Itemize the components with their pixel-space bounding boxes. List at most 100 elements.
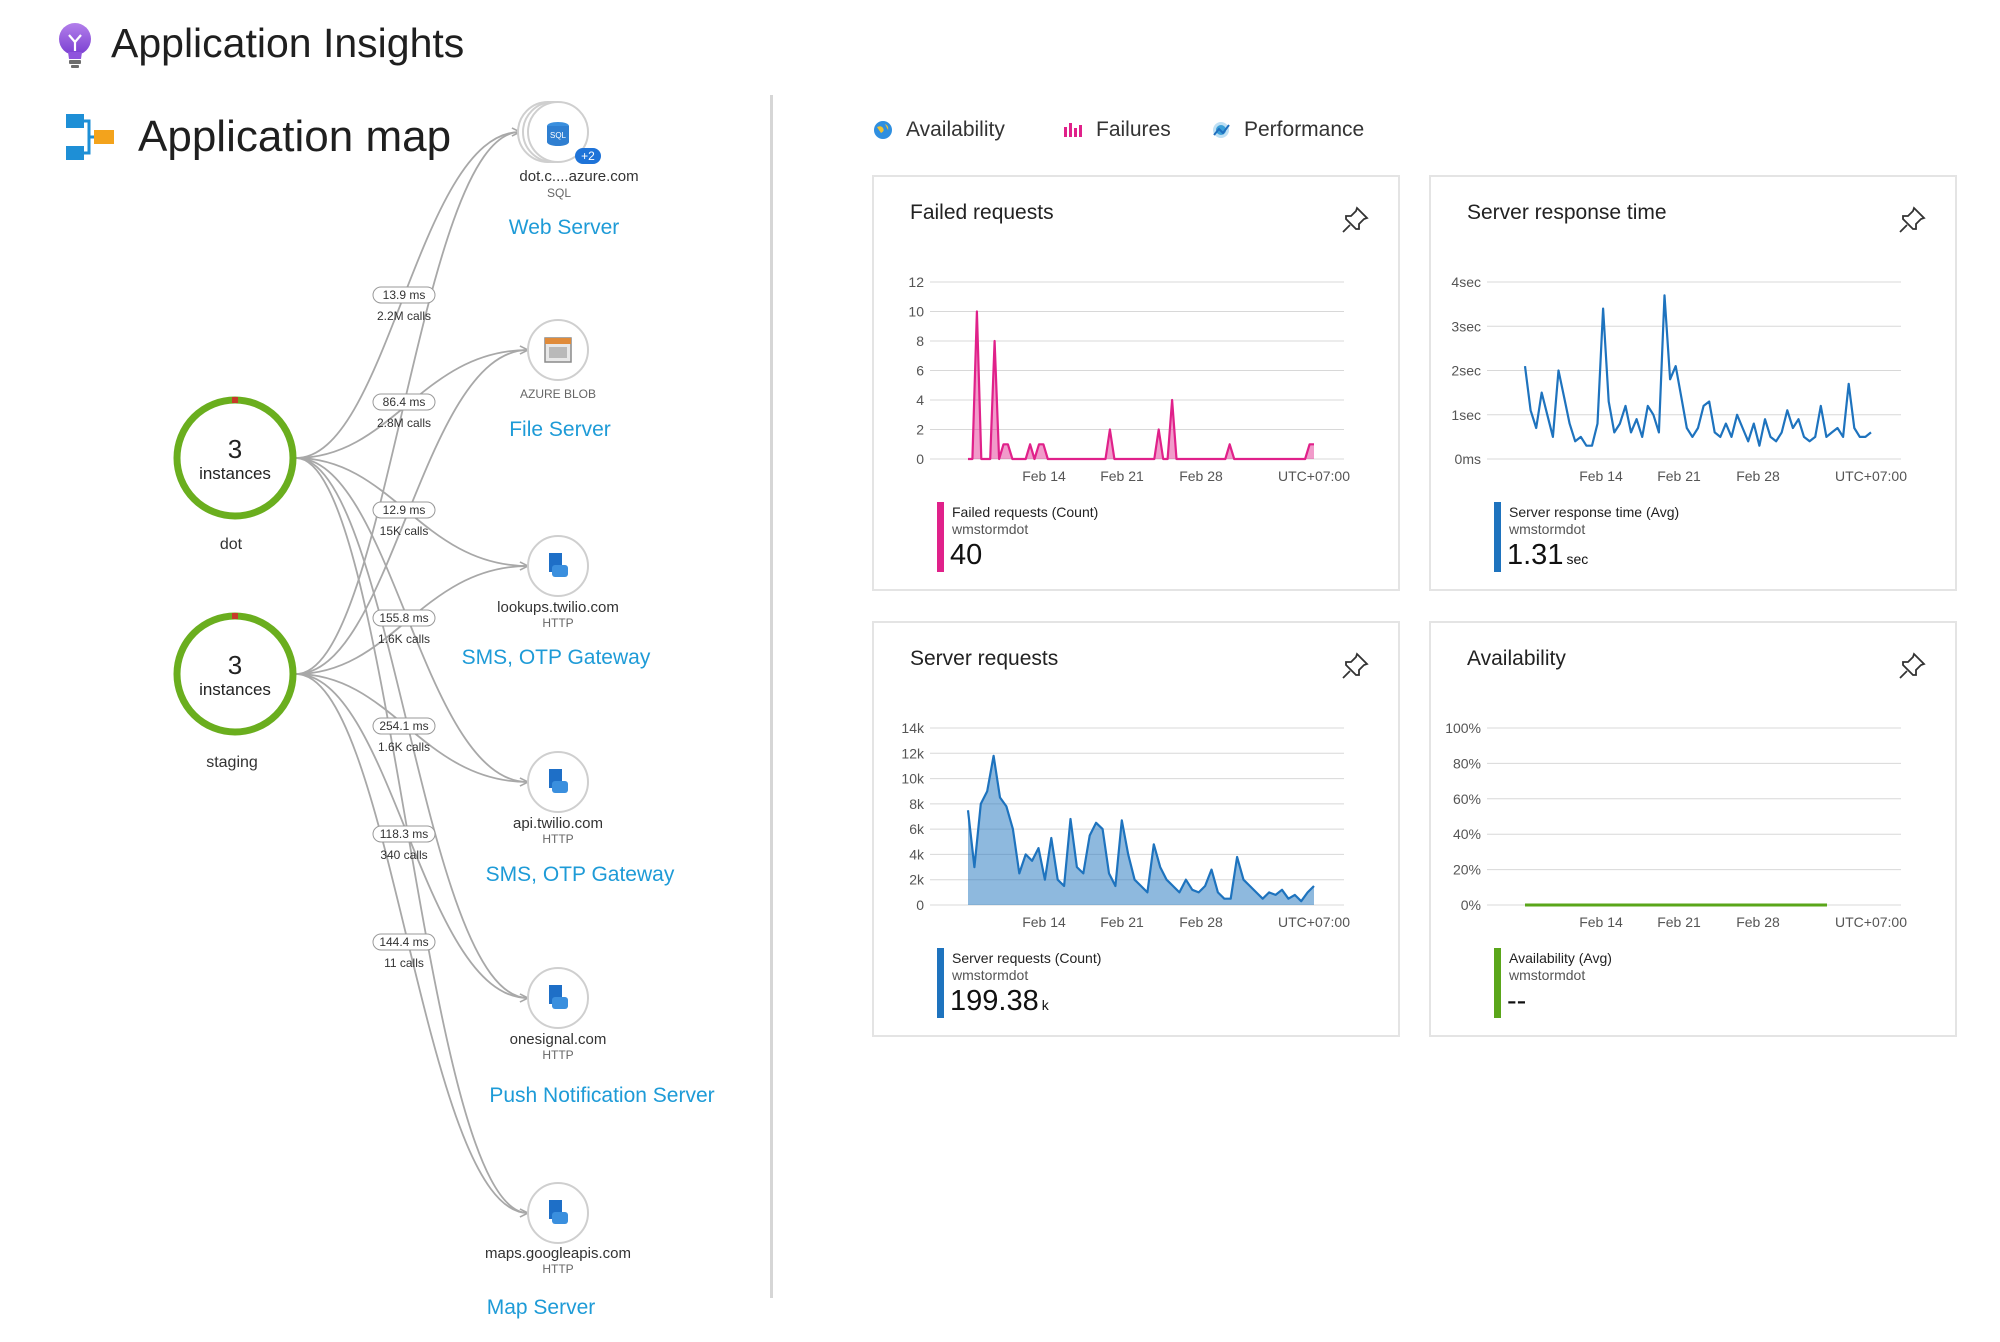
node-type: HTTP bbox=[542, 616, 573, 630]
instance-count: 3 bbox=[228, 650, 242, 680]
edge-call-count: 11 calls bbox=[384, 956, 424, 970]
edge-call-count: 1.6K calls bbox=[378, 740, 430, 754]
edge-call-count: 1.6K calls bbox=[378, 632, 430, 646]
x-tick-label: Feb 21 bbox=[1100, 914, 1144, 930]
legend-value: -- bbox=[1507, 985, 1529, 1018]
node-title-link[interactable]: SMS, OTP Gateway bbox=[462, 646, 651, 669]
legend-resource: wmstormdot bbox=[1509, 521, 1586, 537]
app-insights-logo-icon bbox=[59, 23, 91, 68]
server-response-time-chart[interactable]: 0ms 1sec 2sec 3sec 4sec Feb 14 Feb 21 Feb 28 UTC… bbox=[1431, 177, 1959, 593]
legend-resource: wmstormdot bbox=[952, 967, 1029, 983]
card-title: Server response time bbox=[1467, 201, 1667, 224]
edge-label-pill bbox=[372, 609, 436, 627]
x-tick-label: Feb 21 bbox=[1657, 914, 1701, 930]
node-title-link[interactable]: Map Server bbox=[487, 1296, 596, 1319]
dependency-node-lookups-twilio[interactable]: lookups.twilio.com HTTP SMS, OTP Gateway bbox=[462, 535, 651, 669]
tab-label: Availability bbox=[906, 118, 1005, 141]
server-response-time-card[interactable]: Server response time 0ms 1sec 2sec 3sec 4sec… bbox=[1429, 175, 1957, 591]
tab-performance[interactable]: Performance bbox=[1210, 118, 1364, 142]
node-host: api.twilio.com bbox=[513, 815, 603, 832]
node-type: HTTP bbox=[542, 832, 573, 846]
edge-label[interactable]: 118.3 ms 340 calls bbox=[372, 825, 436, 862]
x-tick-label: Feb 14 bbox=[1579, 468, 1623, 484]
server-requests-chart[interactable]: 0 2k 4k 6k 8k 10k 12k 14k Feb 14 Feb 21 Feb 28 UTC+… bbox=[874, 623, 1402, 1039]
y-tick-label: 0 bbox=[916, 451, 924, 467]
edge-label[interactable]: 86.4 ms 2.8M calls bbox=[372, 393, 436, 430]
http-dependency-icon bbox=[549, 985, 568, 1009]
legend-value-unit: k bbox=[1041, 997, 1049, 1013]
legend-metric-name: Server response time (Avg) bbox=[1509, 504, 1680, 520]
series-area bbox=[968, 311, 1314, 459]
instance-health-marker bbox=[232, 613, 238, 619]
failed-requests-card[interactable]: Failed requests 0 2 4 6 8 10 12 Feb 14 Feb 21 Feb… bbox=[872, 175, 1400, 591]
legend-resource: wmstormdot bbox=[1509, 967, 1586, 983]
http-dependency-icon bbox=[549, 769, 568, 793]
dependency-node-onesignal[interactable]: onesignal.com HTTP Push Notification Ser… bbox=[489, 967, 715, 1107]
panel-divider bbox=[770, 95, 773, 1298]
more-badge bbox=[575, 148, 601, 164]
node-type: HTTP bbox=[542, 1262, 573, 1276]
tab-failures[interactable]: Failures bbox=[1062, 118, 1171, 142]
performance-icon bbox=[1213, 122, 1230, 138]
legend-metric-name: Server requests (Count) bbox=[952, 950, 1102, 966]
legend-color-bar bbox=[1494, 502, 1501, 572]
application-map-icon bbox=[66, 114, 114, 160]
dependency-node-web-server[interactable]: SQL +2 dot.c....azure.com SQL Web Server bbox=[509, 101, 639, 239]
instance-group-staging[interactable]: 3 instances staging bbox=[173, 612, 297, 771]
y-tick-label: 6 bbox=[916, 363, 924, 379]
node-host: AZURE BLOB bbox=[520, 387, 596, 401]
legend-value-number: 1.31 bbox=[1507, 539, 1564, 571]
sql-database-icon: SQL bbox=[547, 122, 569, 146]
tab-availability[interactable]: Availability bbox=[872, 118, 1005, 142]
edge-call-count: 2.8M calls bbox=[377, 416, 431, 430]
node-title-link[interactable]: Web Server bbox=[509, 216, 620, 239]
tab-label: Failures bbox=[1096, 118, 1171, 141]
edge-call-count: 340 calls bbox=[380, 848, 427, 862]
availability-card[interactable]: Availability 0% 20% 40% 60% 80% 100% Feb 14 Feb… bbox=[1429, 621, 1957, 1037]
dependency-node-file-server[interactable]: AZURE BLOB File Server bbox=[509, 319, 611, 441]
pin-icon[interactable] bbox=[1340, 651, 1370, 681]
failed-requests-chart[interactable]: 0 2 4 6 8 10 12 Feb 14 Feb 21 Feb 28 UTC+07:00 bbox=[874, 177, 1402, 593]
x-tick-label: UTC+07:00 bbox=[1835, 914, 1907, 930]
instance-group-dot[interactable]: 3 instances dot bbox=[173, 396, 297, 553]
edge-label[interactable]: 12.9 ms 15K calls bbox=[372, 501, 436, 538]
legend-value: 199.38 k bbox=[950, 985, 1049, 1018]
x-tick-label: Feb 21 bbox=[1100, 468, 1144, 484]
pin-icon[interactable] bbox=[1897, 651, 1927, 681]
availability-chart[interactable]: 0% 20% 40% 60% 80% 100% Feb 14 Feb 21 Feb 28 UTC+… bbox=[1431, 623, 1959, 1039]
edge-label-pill bbox=[372, 933, 436, 951]
x-tick-label: Feb 14 bbox=[1022, 914, 1066, 930]
edge-label[interactable]: 13.9 ms 2.2M calls bbox=[372, 286, 436, 323]
x-tick-label: Feb 14 bbox=[1579, 914, 1623, 930]
edge-label[interactable]: 155.8 ms 1.6K calls bbox=[372, 609, 436, 646]
edge-label[interactable]: 144.4 ms 11 calls bbox=[372, 933, 436, 970]
edge-label[interactable]: 254.1 ms 1.6K calls bbox=[372, 717, 436, 754]
y-tick-label: 8 bbox=[916, 333, 924, 349]
legend-color-bar bbox=[1494, 948, 1501, 1018]
node-type: HTTP bbox=[542, 1048, 573, 1062]
dependency-node-maps-googleapis[interactable]: maps.googleapis.com HTTP Map Server bbox=[485, 1182, 631, 1319]
x-tick-label: UTC+07:00 bbox=[1835, 468, 1907, 484]
y-tick-label: 12k bbox=[901, 745, 925, 761]
node-title-link[interactable]: File Server bbox=[509, 418, 611, 441]
edge-latency: 254.1 ms bbox=[379, 719, 428, 733]
legend-value: 40 bbox=[950, 539, 985, 572]
pin-icon[interactable] bbox=[1340, 205, 1370, 235]
node-title-link[interactable]: SMS, OTP Gateway bbox=[486, 863, 675, 886]
y-tick-label: 40% bbox=[1453, 826, 1481, 842]
x-tick-label: UTC+07:00 bbox=[1278, 468, 1350, 484]
node-host: lookups.twilio.com bbox=[497, 599, 619, 616]
instance-word: instances bbox=[199, 680, 271, 699]
edge-latency: 12.9 ms bbox=[383, 503, 426, 517]
node-title-link[interactable]: Push Notification Server bbox=[489, 1084, 714, 1107]
server-requests-card[interactable]: Server requests 0 2k 4k 6k 8k 10k 12k 14k Feb 14… bbox=[872, 621, 1400, 1037]
legend-resource: wmstormdot bbox=[952, 521, 1029, 537]
x-tick-label: Feb 28 bbox=[1179, 914, 1223, 930]
application-map[interactable]: 13.9 ms 2.2M calls 86.4 ms 2.8M calls 12.9 m… bbox=[0, 0, 770, 1342]
y-tick-label: 12 bbox=[908, 274, 924, 290]
dependency-node-api-twilio[interactable]: api.twilio.com HTTP SMS, OTP Gateway bbox=[486, 751, 675, 886]
y-tick-label: 8k bbox=[909, 796, 925, 812]
legend-value: 1.31 sec bbox=[1507, 539, 1588, 572]
y-tick-label: 100% bbox=[1445, 720, 1481, 736]
pin-icon[interactable] bbox=[1897, 205, 1927, 235]
